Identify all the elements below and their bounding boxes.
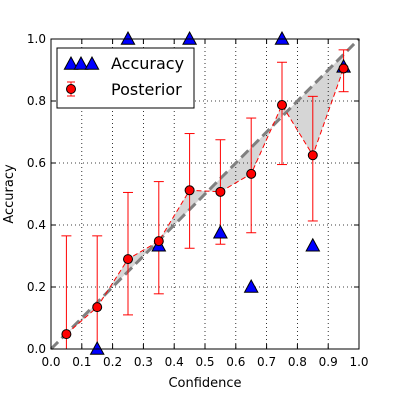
x-tick-label: 0.2 bbox=[103, 355, 122, 369]
legend-box bbox=[56, 47, 195, 109]
y-tick-label: 0.2 bbox=[27, 280, 46, 294]
y-tick-label: 0.8 bbox=[27, 94, 46, 108]
accuracy-point bbox=[89, 340, 105, 355]
diagonal-line bbox=[49, 37, 361, 351]
y-tick-label: 0.4 bbox=[27, 218, 46, 232]
posterior-point bbox=[215, 186, 226, 197]
x-tick-label: 0.6 bbox=[226, 355, 245, 369]
posterior-point bbox=[123, 254, 133, 265]
x-tick-label: 0.1 bbox=[72, 355, 91, 369]
x-tick-label: 0.3 bbox=[134, 355, 153, 369]
posterior-point bbox=[153, 236, 164, 247]
legend-triangle-icon bbox=[73, 55, 89, 70]
accuracy-point bbox=[243, 278, 259, 293]
diagonal-layer bbox=[49, 37, 361, 351]
tick-layer: 0.0 0.1 0.2 0.3 0.4 0.5 0.6 0.7 0.8 0.9 1.0 0.0 0.2 0… bbox=[27, 32, 369, 369]
legend-triangle-icon bbox=[84, 55, 100, 70]
x-tick-label: 0.4 bbox=[165, 355, 184, 369]
accuracy-point bbox=[274, 30, 290, 45]
x-tick-label: 0.5 bbox=[195, 355, 214, 369]
legend-triangle-icon bbox=[63, 55, 79, 70]
posterior-point bbox=[338, 63, 349, 74]
accuracy-point bbox=[120, 30, 136, 45]
posterior-point bbox=[307, 150, 318, 161]
legend-accuracy-label: Accuracy bbox=[111, 54, 184, 73]
accuracy-point bbox=[182, 30, 198, 45]
legend-posterior-marker bbox=[66, 81, 76, 97]
legend-circle-icon bbox=[66, 84, 76, 94]
posterior-point bbox=[246, 168, 257, 179]
x-tick-label: 0.8 bbox=[288, 355, 307, 369]
y-axis-label: Accuracy bbox=[2, 164, 17, 224]
x-axis-label: Confidence bbox=[168, 376, 241, 391]
posterior-point bbox=[277, 100, 287, 111]
y-tick-label: 0.0 bbox=[27, 342, 46, 356]
x-tick-label: 0.9 bbox=[319, 355, 338, 369]
posterior-point bbox=[92, 302, 103, 313]
accuracy-point bbox=[305, 237, 321, 252]
data-layer bbox=[61, 30, 352, 355]
posterior-line bbox=[66, 68, 345, 335]
legend: Accuracy Posterior bbox=[56, 47, 195, 109]
y-tick-label: 0.6 bbox=[27, 156, 46, 170]
grid-layer bbox=[51, 39, 359, 349]
x-tick-label: 0.0 bbox=[41, 355, 60, 369]
accuracy-point bbox=[212, 224, 228, 239]
legend-accuracy-markers bbox=[63, 55, 100, 70]
posterior-point bbox=[184, 185, 195, 196]
legend-posterior-label: Posterior bbox=[111, 80, 182, 99]
x-tick-label: 1.0 bbox=[349, 355, 368, 369]
x-tick-label: 0.7 bbox=[257, 355, 276, 369]
posterior-point bbox=[61, 329, 72, 340]
y-tick-label: 1.0 bbox=[27, 32, 46, 46]
